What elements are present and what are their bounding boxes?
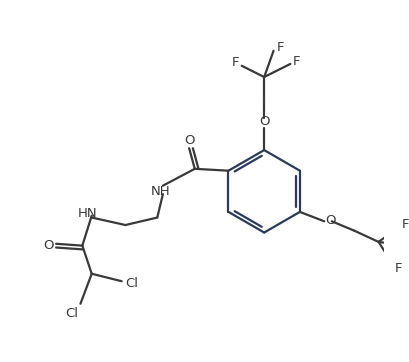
Text: F: F <box>393 262 401 275</box>
Text: HN: HN <box>78 207 97 220</box>
Text: F: F <box>292 55 300 68</box>
Text: F: F <box>231 56 238 70</box>
Text: O: O <box>184 134 194 147</box>
Text: F: F <box>407 239 409 252</box>
Text: F: F <box>401 218 409 231</box>
Text: O: O <box>43 239 54 252</box>
Text: F: F <box>276 41 283 54</box>
Text: Cl: Cl <box>65 307 79 320</box>
Text: O: O <box>258 115 269 129</box>
Text: NH: NH <box>151 185 171 198</box>
Text: Cl: Cl <box>125 277 138 290</box>
Text: O: O <box>325 214 335 227</box>
